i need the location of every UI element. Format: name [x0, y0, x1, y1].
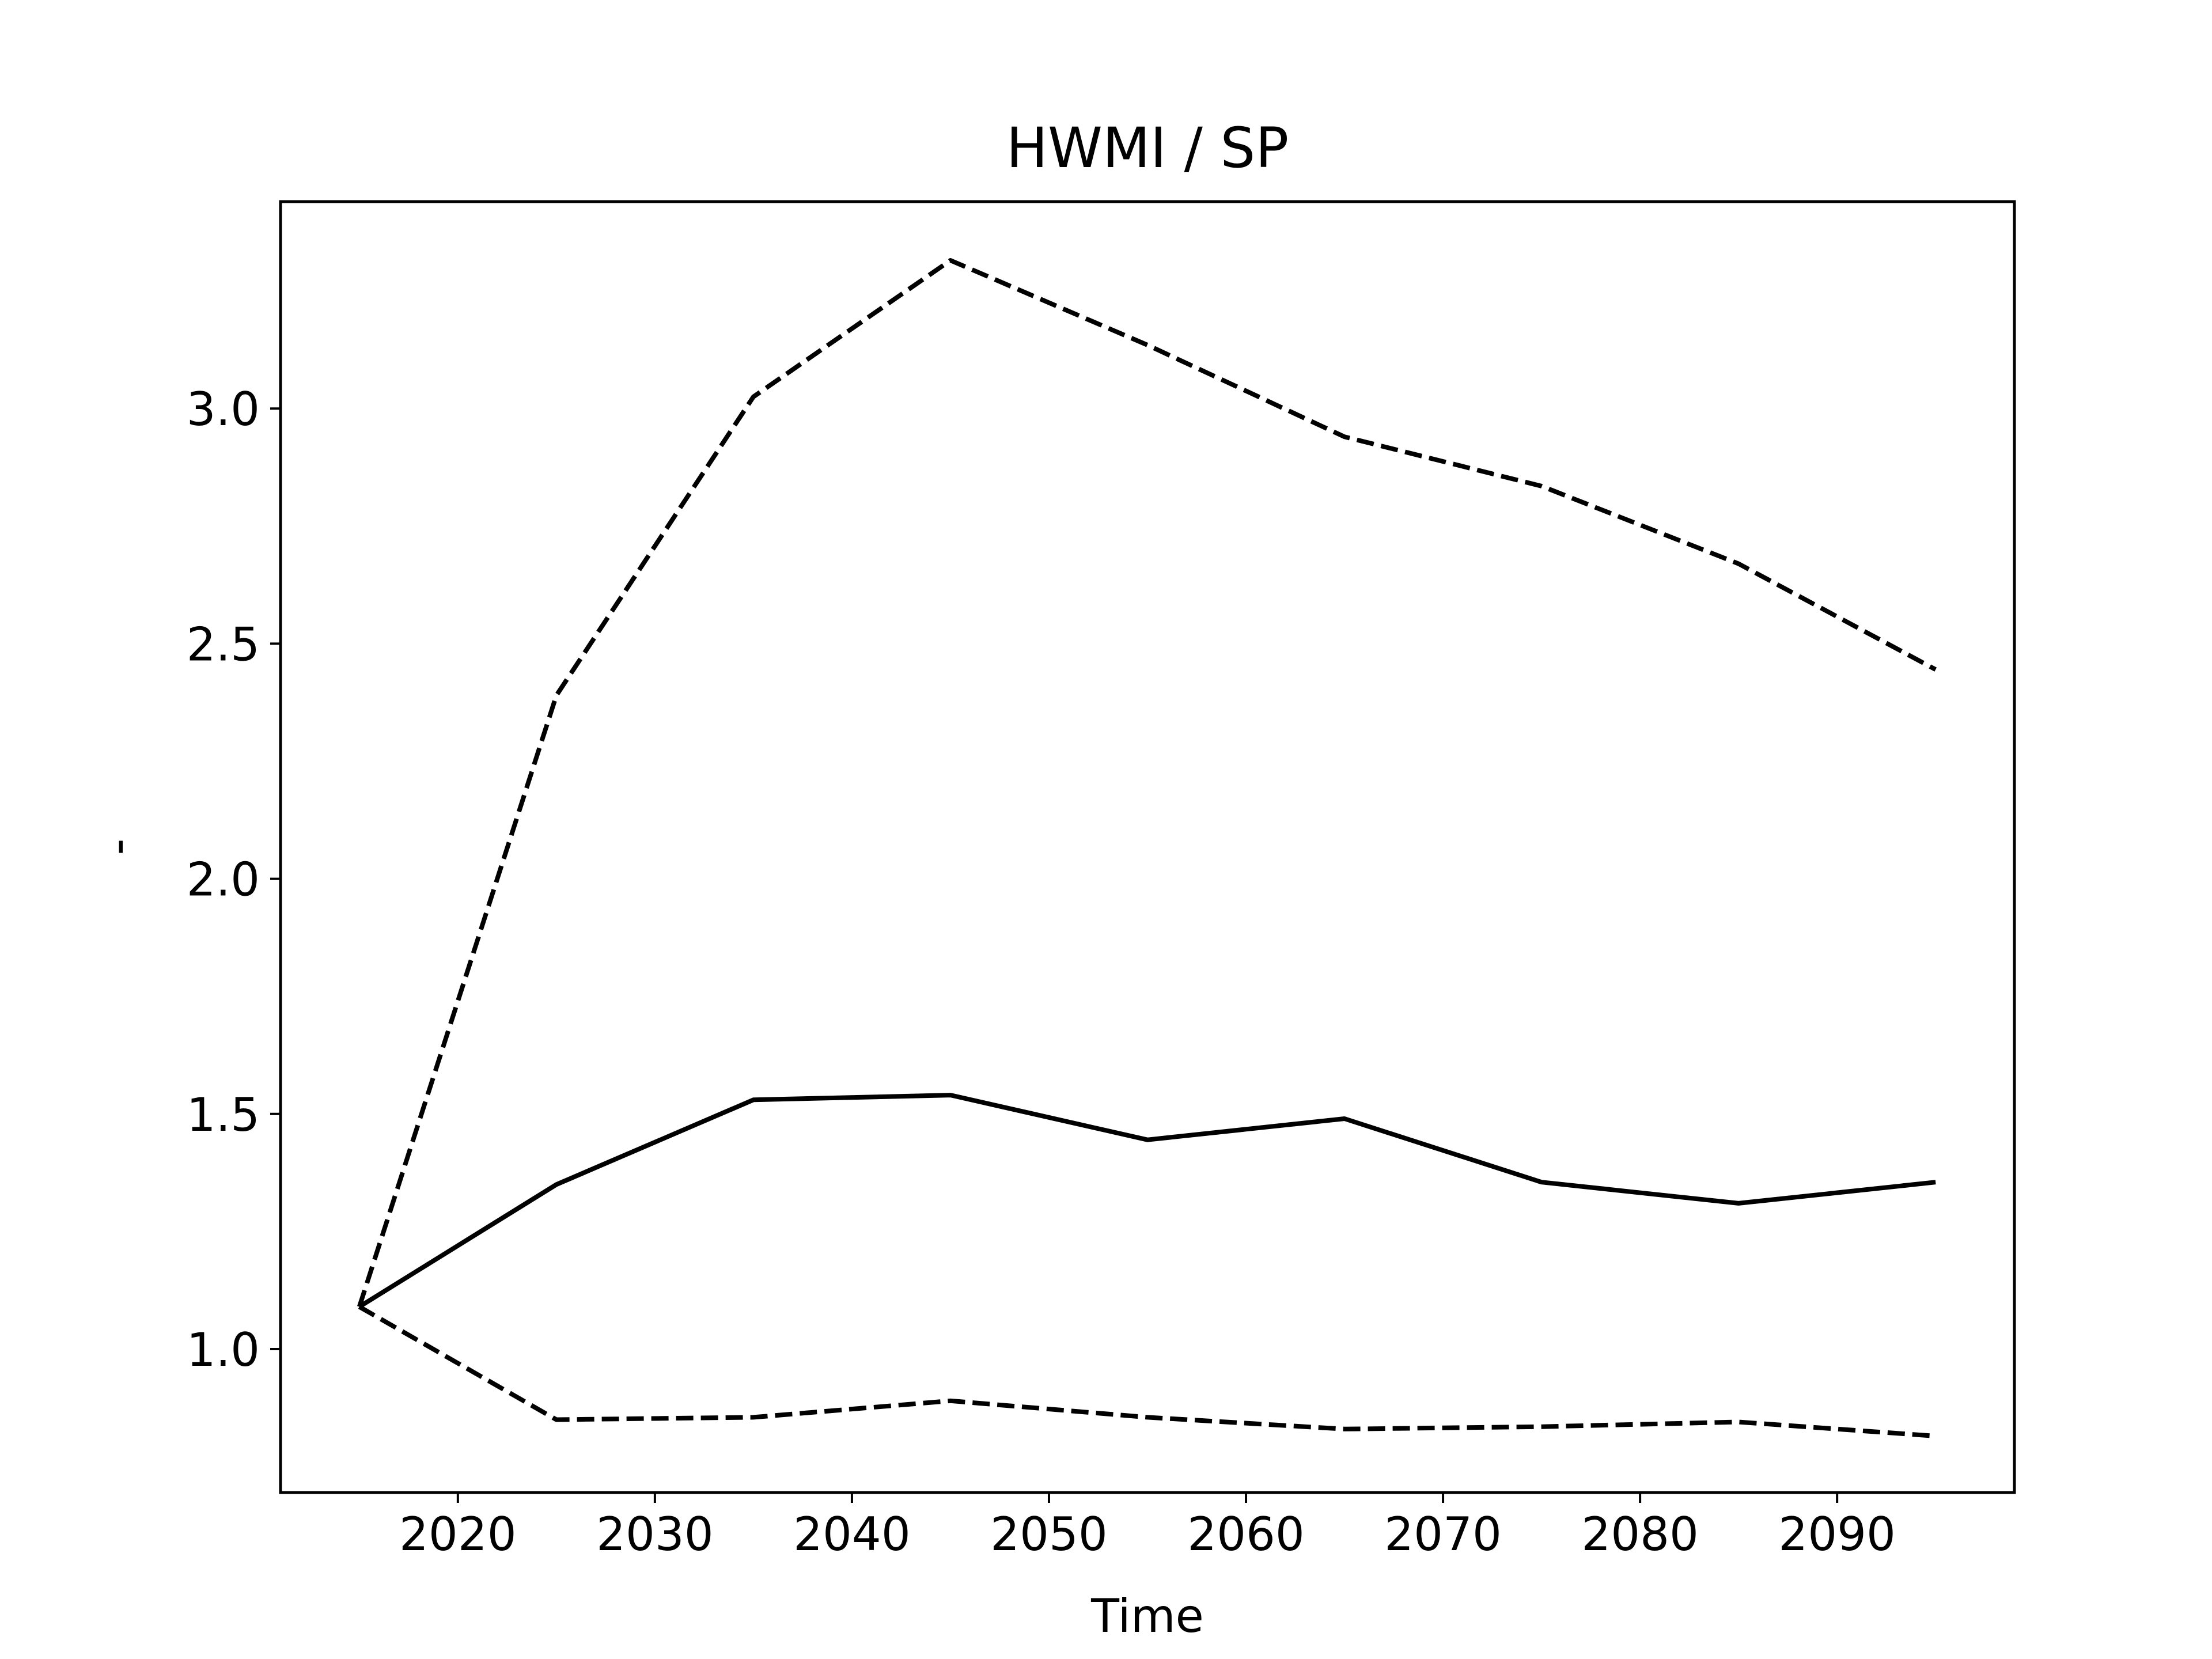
plot-frame	[279, 200, 2016, 1494]
series-line-1	[358, 1093, 1936, 1309]
series-line-3	[358, 1305, 1936, 1438]
y-tick-label: 1.0	[187, 1323, 260, 1377]
y-tick-label: 2.5	[187, 618, 260, 671]
x-tick-label: 2090	[1778, 1508, 1896, 1561]
x-axis: 2020 2030 2040 2050 2060 2070 2080 2090	[399, 1493, 1896, 1561]
x-tick-label: 2050	[990, 1508, 1108, 1561]
x-tick-label: 2040	[793, 1508, 911, 1561]
y-tick-label: 1.5	[187, 1088, 260, 1142]
plot-area	[357, 258, 1937, 1438]
series-line-2	[357, 258, 1937, 1308]
x-axis-label: Time	[1090, 1589, 1204, 1643]
y-axis-label: -	[91, 839, 145, 855]
x-tick-label: 2030	[596, 1508, 714, 1561]
y-tick-label: 3.0	[187, 382, 260, 436]
x-tick-label: 2080	[1581, 1508, 1699, 1561]
chart-title: HWMI / SP	[1006, 116, 1289, 180]
y-tick-label: 2.0	[187, 853, 260, 907]
x-tick-label: 2020	[399, 1508, 517, 1561]
y-axis: 1.0 1.5 2.0 2.5 3.0	[187, 382, 281, 1377]
x-tick-label: 2070	[1384, 1508, 1502, 1561]
x-tick-label: 2060	[1187, 1508, 1305, 1561]
